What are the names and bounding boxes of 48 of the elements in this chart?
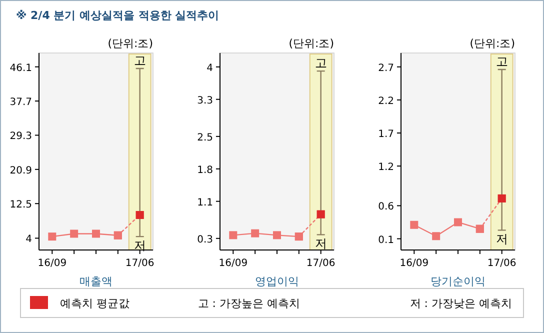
x-tick-label: 16/09 (38, 258, 67, 269)
annotation: 고 (314, 56, 327, 70)
x-tick-label: 16/09 (400, 258, 429, 269)
point (476, 224, 484, 233)
point (251, 229, 260, 238)
chart-title: ※ 2/4 분기 예상실적을 적용한 실적추이 (16, 9, 220, 22)
y-tick-label: 29.3 (10, 131, 32, 142)
y-tick-label: 2.5 (197, 132, 213, 144)
y-tick-label: 2.7 (378, 62, 394, 74)
y-tick-label: 46.1 (10, 62, 32, 74)
x-tick-label: 17/06 (487, 258, 516, 269)
annotation: 저 (314, 236, 327, 251)
point (273, 231, 281, 240)
y-tick-label: 4 (26, 234, 32, 246)
y-tick-label: 0.1 (378, 234, 394, 246)
y-tick-label: 1.1 (197, 197, 213, 208)
y-tick-label: 12.5 (10, 200, 32, 211)
y-tick-label: 0.3 (197, 234, 213, 246)
text: 고 : 가장높은 예측치 (198, 297, 300, 310)
legend-label: 예측치 평균값 (60, 297, 130, 310)
y-tick-label: 1.2 (378, 162, 394, 174)
annotation: 저 (496, 232, 508, 246)
point (432, 232, 440, 240)
y-tick-label: 20.9 (10, 165, 32, 176)
text: (단위:조) (470, 37, 515, 50)
y-tick-label: 1.7 (378, 128, 394, 140)
x-tick-label: 16/09 (218, 258, 248, 269)
x-tick-label: 17/06 (125, 258, 154, 269)
x-tick-label: 17/06 (306, 258, 336, 269)
y-tick-label: 1.8 (197, 164, 213, 176)
y-tick-label: 37.7 (10, 97, 32, 108)
y-tick-label: 0.6 (378, 202, 394, 213)
annotation: 고 (134, 53, 146, 68)
y-tick-label: 2.2 (378, 96, 394, 107)
annotation: 고 (496, 54, 508, 69)
text: 저 : 가장낮은 예측치 (410, 297, 512, 310)
text: (단위:조) (288, 37, 334, 50)
y-tick-label: 4 (206, 62, 213, 74)
point (454, 218, 462, 226)
annotation: 저 (134, 238, 146, 253)
text: (단위:조) (108, 37, 153, 50)
point (294, 232, 303, 241)
point (410, 220, 418, 229)
x-axis-title: 영업이익 (255, 275, 299, 288)
x-axis-title: 매출액 (80, 275, 112, 288)
point (229, 231, 238, 240)
x-axis-title: 당기순이익 (430, 275, 486, 288)
y-tick-label: 3.3 (197, 95, 213, 106)
